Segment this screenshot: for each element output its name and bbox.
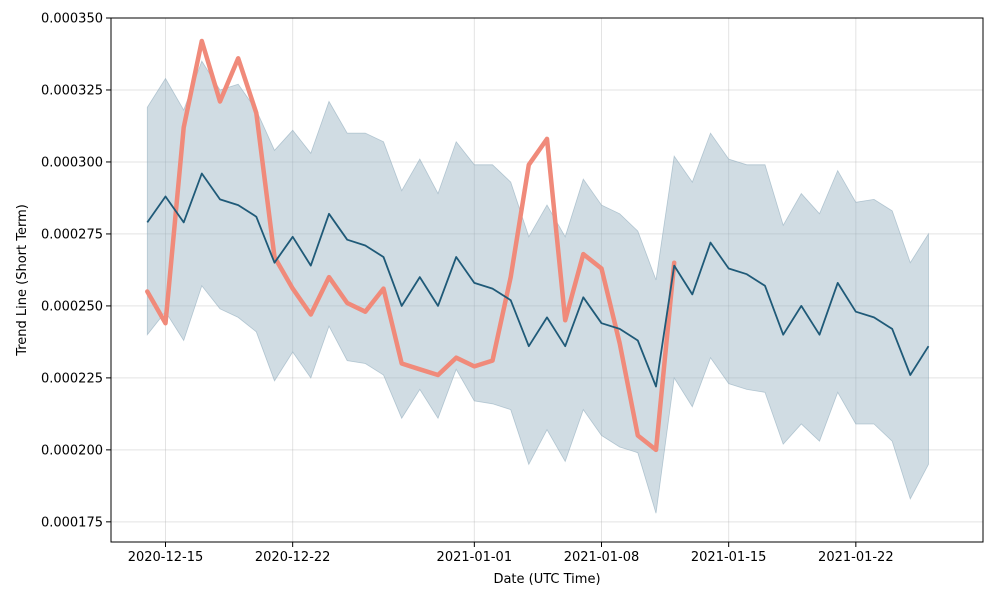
confidence-band-area	[146, 60, 929, 514]
y-tick-label: 0.000250	[41, 299, 103, 314]
x-tick-label: 2020-12-15	[128, 550, 204, 565]
confidence-band	[146, 60, 929, 514]
x-axis-label: Date (UTC Time)	[493, 572, 600, 587]
plot-frame	[110, 17, 984, 543]
y-axis-label: Trend Line (Short Term)	[15, 204, 30, 357]
y-tick-label: 0.000325	[41, 83, 103, 98]
price-line	[145, 38, 677, 453]
trend-line	[146, 172, 930, 388]
x-tick-label: 2021-01-22	[818, 550, 894, 565]
x-tick-label: 2021-01-01	[437, 550, 513, 565]
y-tick-label: 0.000175	[41, 515, 103, 530]
x-tick-label: 2020-12-22	[255, 550, 331, 565]
y-tick-label: 0.000275	[41, 227, 103, 242]
series-lines	[145, 38, 930, 453]
axes	[106, 17, 984, 547]
x-tick-label: 2021-01-15	[691, 550, 767, 565]
y-tick-label: 0.000225	[41, 371, 103, 386]
y-tick-label: 0.000300	[41, 155, 103, 170]
y-tick-label: 0.000350	[41, 12, 103, 27]
x-tick-label: 2021-01-08	[564, 550, 640, 565]
y-tick-label: 0.000200	[41, 443, 103, 458]
tick-labels: 2020-12-15 2020-12-22 2021-01-01 2021-01-08…	[41, 12, 894, 566]
